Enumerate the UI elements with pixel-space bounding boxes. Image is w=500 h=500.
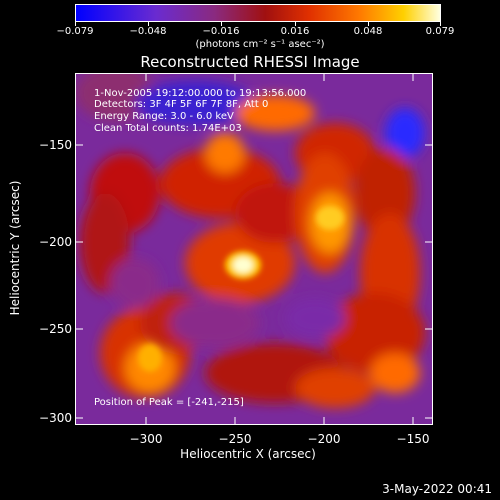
- axis-ticks: [75, 73, 433, 425]
- y-tick-label: −250: [39, 322, 72, 336]
- heatmap-svg: [75, 73, 433, 425]
- colorbar-label: −0.048: [129, 26, 167, 37]
- x-tick-label: −200: [307, 432, 341, 446]
- info-time: 1-Nov-2005 19:12:00.000 to 19:13:56.000: [94, 88, 307, 99]
- y-tick-label: −150: [39, 138, 72, 152]
- peak-position: Position of Peak = [-241,-215]: [94, 397, 244, 408]
- x-axis-label: Heliocentric X (arcsec): [180, 447, 316, 461]
- plot-frame: [75, 73, 433, 425]
- colorbar-tick: [295, 22, 296, 26]
- info-detectors: Detectors: 3F 4F 5F 6F 7F 8F, Att 0: [94, 99, 269, 110]
- colorbar-label: 0.079: [425, 26, 455, 37]
- y-axis-label: Heliocentric Y (arcsec): [8, 180, 22, 316]
- colorbar-units: (photons cm⁻² s⁻¹ asec⁻²): [195, 39, 325, 50]
- x-tick-label: −150: [396, 432, 430, 446]
- colorbar-tick: [221, 22, 222, 26]
- colorbar-label: 0.048: [353, 26, 383, 37]
- y-tick-label: −200: [39, 235, 72, 249]
- x-tick-label: −250: [218, 432, 252, 446]
- info-energy: Energy Range: 3.0 - 6.0 keV: [94, 111, 234, 122]
- colorbar: [75, 4, 441, 22]
- colorbar-tick: [368, 22, 369, 26]
- colorbar-label: 0.016: [280, 26, 310, 37]
- y-tick-label: −300: [39, 411, 72, 425]
- info-clean: Clean Total counts: 1.74E+03: [94, 123, 242, 134]
- colorbar-label: −0.016: [202, 26, 240, 37]
- colorbar-label: −0.079: [56, 26, 94, 37]
- colorbar-tick: [440, 22, 441, 26]
- timestamp: 3-May-2022 00:41: [382, 482, 492, 496]
- x-tick-label: −300: [129, 432, 163, 446]
- peak-layer: [138, 206, 344, 372]
- colorbar-tick: [75, 22, 76, 26]
- colorbar-tick: [148, 22, 149, 26]
- rhessi-image[interactable]: [75, 73, 433, 425]
- image-title: Reconstructed RHESSI Image: [140, 53, 360, 71]
